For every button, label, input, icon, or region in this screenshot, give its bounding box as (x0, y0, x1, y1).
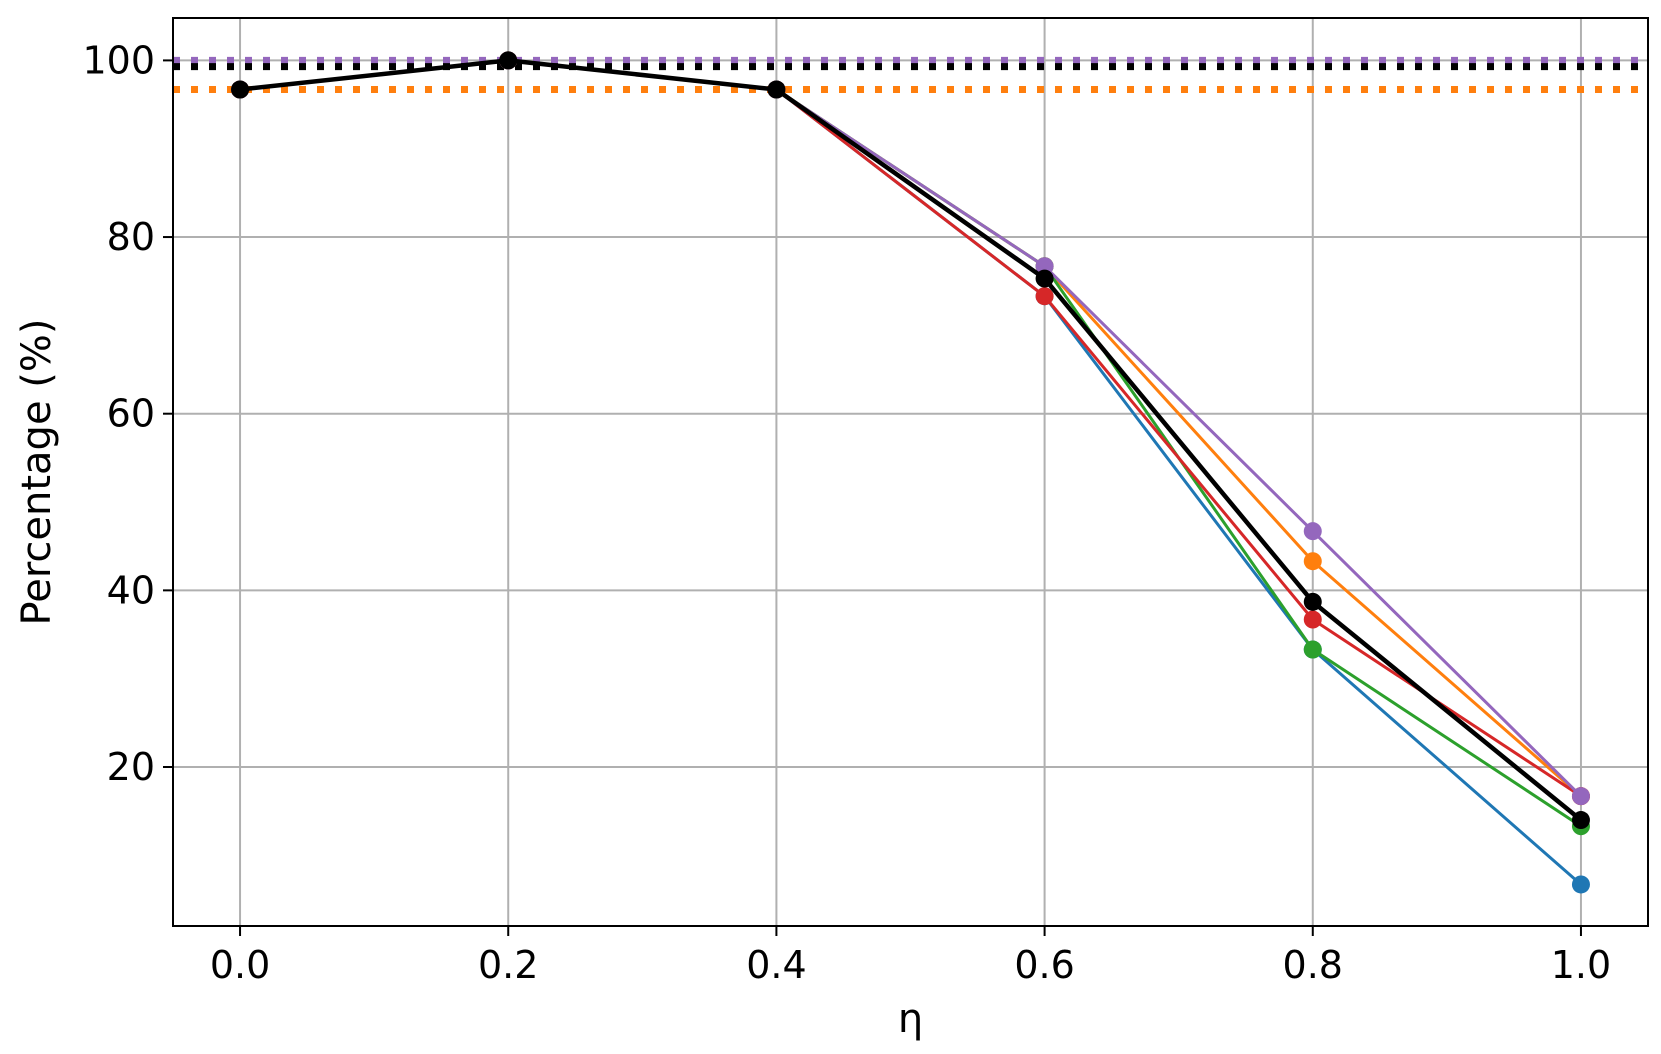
series-4 (231, 51, 1590, 806)
series-5-point-4 (1303, 592, 1322, 611)
series-line-3 (239, 58, 1582, 798)
x-tick-label-5: 1.0 (1551, 943, 1611, 987)
series-line-1 (239, 58, 1582, 798)
x-tick-label-0: 0.0 (210, 943, 270, 987)
series-4-point-5 (1571, 787, 1590, 806)
reference-lines (173, 56, 1648, 94)
series-5 (231, 51, 1590, 830)
y-tick-label-1: 40 (107, 568, 155, 612)
series-5-point-2 (767, 80, 786, 99)
series-line-5 (239, 58, 1583, 822)
series-0-point-5 (1571, 875, 1590, 894)
series-line-2 (239, 58, 1582, 828)
x-axis-label: η (898, 996, 923, 1042)
y-tick-label-2: 60 (107, 392, 155, 436)
series-5-point-5 (1571, 811, 1590, 830)
x-tick-label-1: 0.2 (478, 943, 538, 987)
x-tick-label-4: 0.8 (1283, 943, 1343, 987)
series-4-point-3 (1035, 257, 1054, 276)
series-5-point-0 (231, 80, 250, 99)
y-tick-label-0: 20 (107, 745, 155, 789)
series-2-point-4 (1303, 640, 1322, 659)
y-axis-label: Percentage (%) (14, 319, 60, 626)
series-3 (231, 51, 1590, 806)
x-axis-ticks: 0.0 0.2 0.4 0.6 0.8 1.0 (210, 926, 1611, 987)
series-line-4 (239, 58, 1583, 798)
y-tick-label-3: 80 (107, 215, 155, 259)
series-5-point-3 (1035, 269, 1054, 288)
plot-frame (172, 17, 1649, 927)
y-axis-ticks: 20 40 60 80 100 (82, 38, 173, 789)
series-1 (231, 51, 1590, 806)
series-5-point-1 (499, 51, 518, 70)
series-lines (231, 51, 1590, 894)
series-3-point-3 (1035, 287, 1054, 306)
x-tick-label-3: 0.6 (1014, 943, 1074, 987)
series-2 (231, 51, 1590, 836)
series-4-point-4 (1303, 522, 1322, 541)
grid-lines (173, 18, 1648, 926)
series-1-point-4 (1303, 552, 1322, 571)
x-tick-label-2: 0.4 (746, 943, 806, 987)
y-tick-label-4: 100 (82, 38, 155, 82)
series-3-point-4 (1303, 610, 1322, 629)
